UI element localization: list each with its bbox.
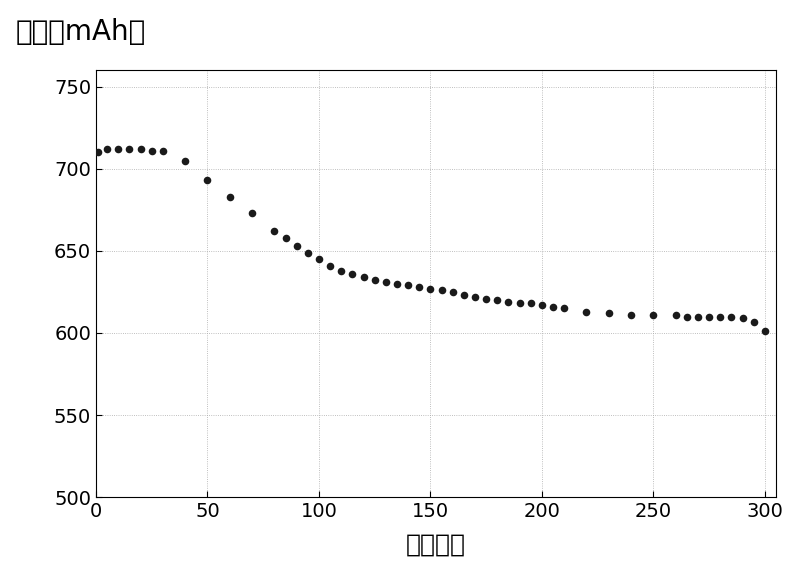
Point xyxy=(368,276,381,285)
X-axis label: 循环次数: 循环次数 xyxy=(406,532,466,556)
Point xyxy=(502,297,515,307)
Point xyxy=(446,287,459,297)
Point xyxy=(402,281,414,290)
Point xyxy=(625,310,638,319)
Point xyxy=(290,241,303,250)
Point xyxy=(335,266,348,276)
Point xyxy=(279,233,292,242)
Point xyxy=(691,312,704,321)
Point xyxy=(602,309,615,318)
Point xyxy=(112,144,125,154)
Point xyxy=(524,299,537,308)
Point xyxy=(379,277,392,287)
Point xyxy=(736,314,749,323)
Point xyxy=(580,307,593,316)
Point xyxy=(324,261,337,270)
Point xyxy=(535,301,548,310)
Point xyxy=(546,302,559,311)
Point xyxy=(458,291,470,300)
Point xyxy=(178,156,191,165)
Point xyxy=(714,312,726,321)
Point xyxy=(647,310,660,319)
Point xyxy=(146,146,158,156)
Point xyxy=(725,312,738,321)
Point xyxy=(223,192,236,201)
Point xyxy=(357,273,370,282)
Point xyxy=(134,144,147,154)
Point xyxy=(101,144,114,154)
Point xyxy=(390,279,403,288)
Point xyxy=(491,295,504,305)
Point xyxy=(469,292,482,301)
Point xyxy=(413,283,426,292)
Point xyxy=(157,146,170,156)
Point xyxy=(246,208,258,218)
Point xyxy=(92,147,105,157)
Point xyxy=(201,176,214,185)
Point xyxy=(302,248,314,257)
Text: 容量（mAh）: 容量（mAh） xyxy=(16,18,146,46)
Point xyxy=(758,326,771,336)
Point xyxy=(514,299,526,308)
Point xyxy=(268,226,281,236)
Point xyxy=(670,310,682,319)
Point xyxy=(558,304,570,313)
Point xyxy=(747,317,760,326)
Point xyxy=(702,312,715,321)
Point xyxy=(313,254,326,264)
Point xyxy=(480,294,493,303)
Point xyxy=(346,269,358,278)
Point xyxy=(123,144,136,154)
Point xyxy=(424,284,437,293)
Point xyxy=(681,312,694,321)
Point xyxy=(435,285,448,295)
